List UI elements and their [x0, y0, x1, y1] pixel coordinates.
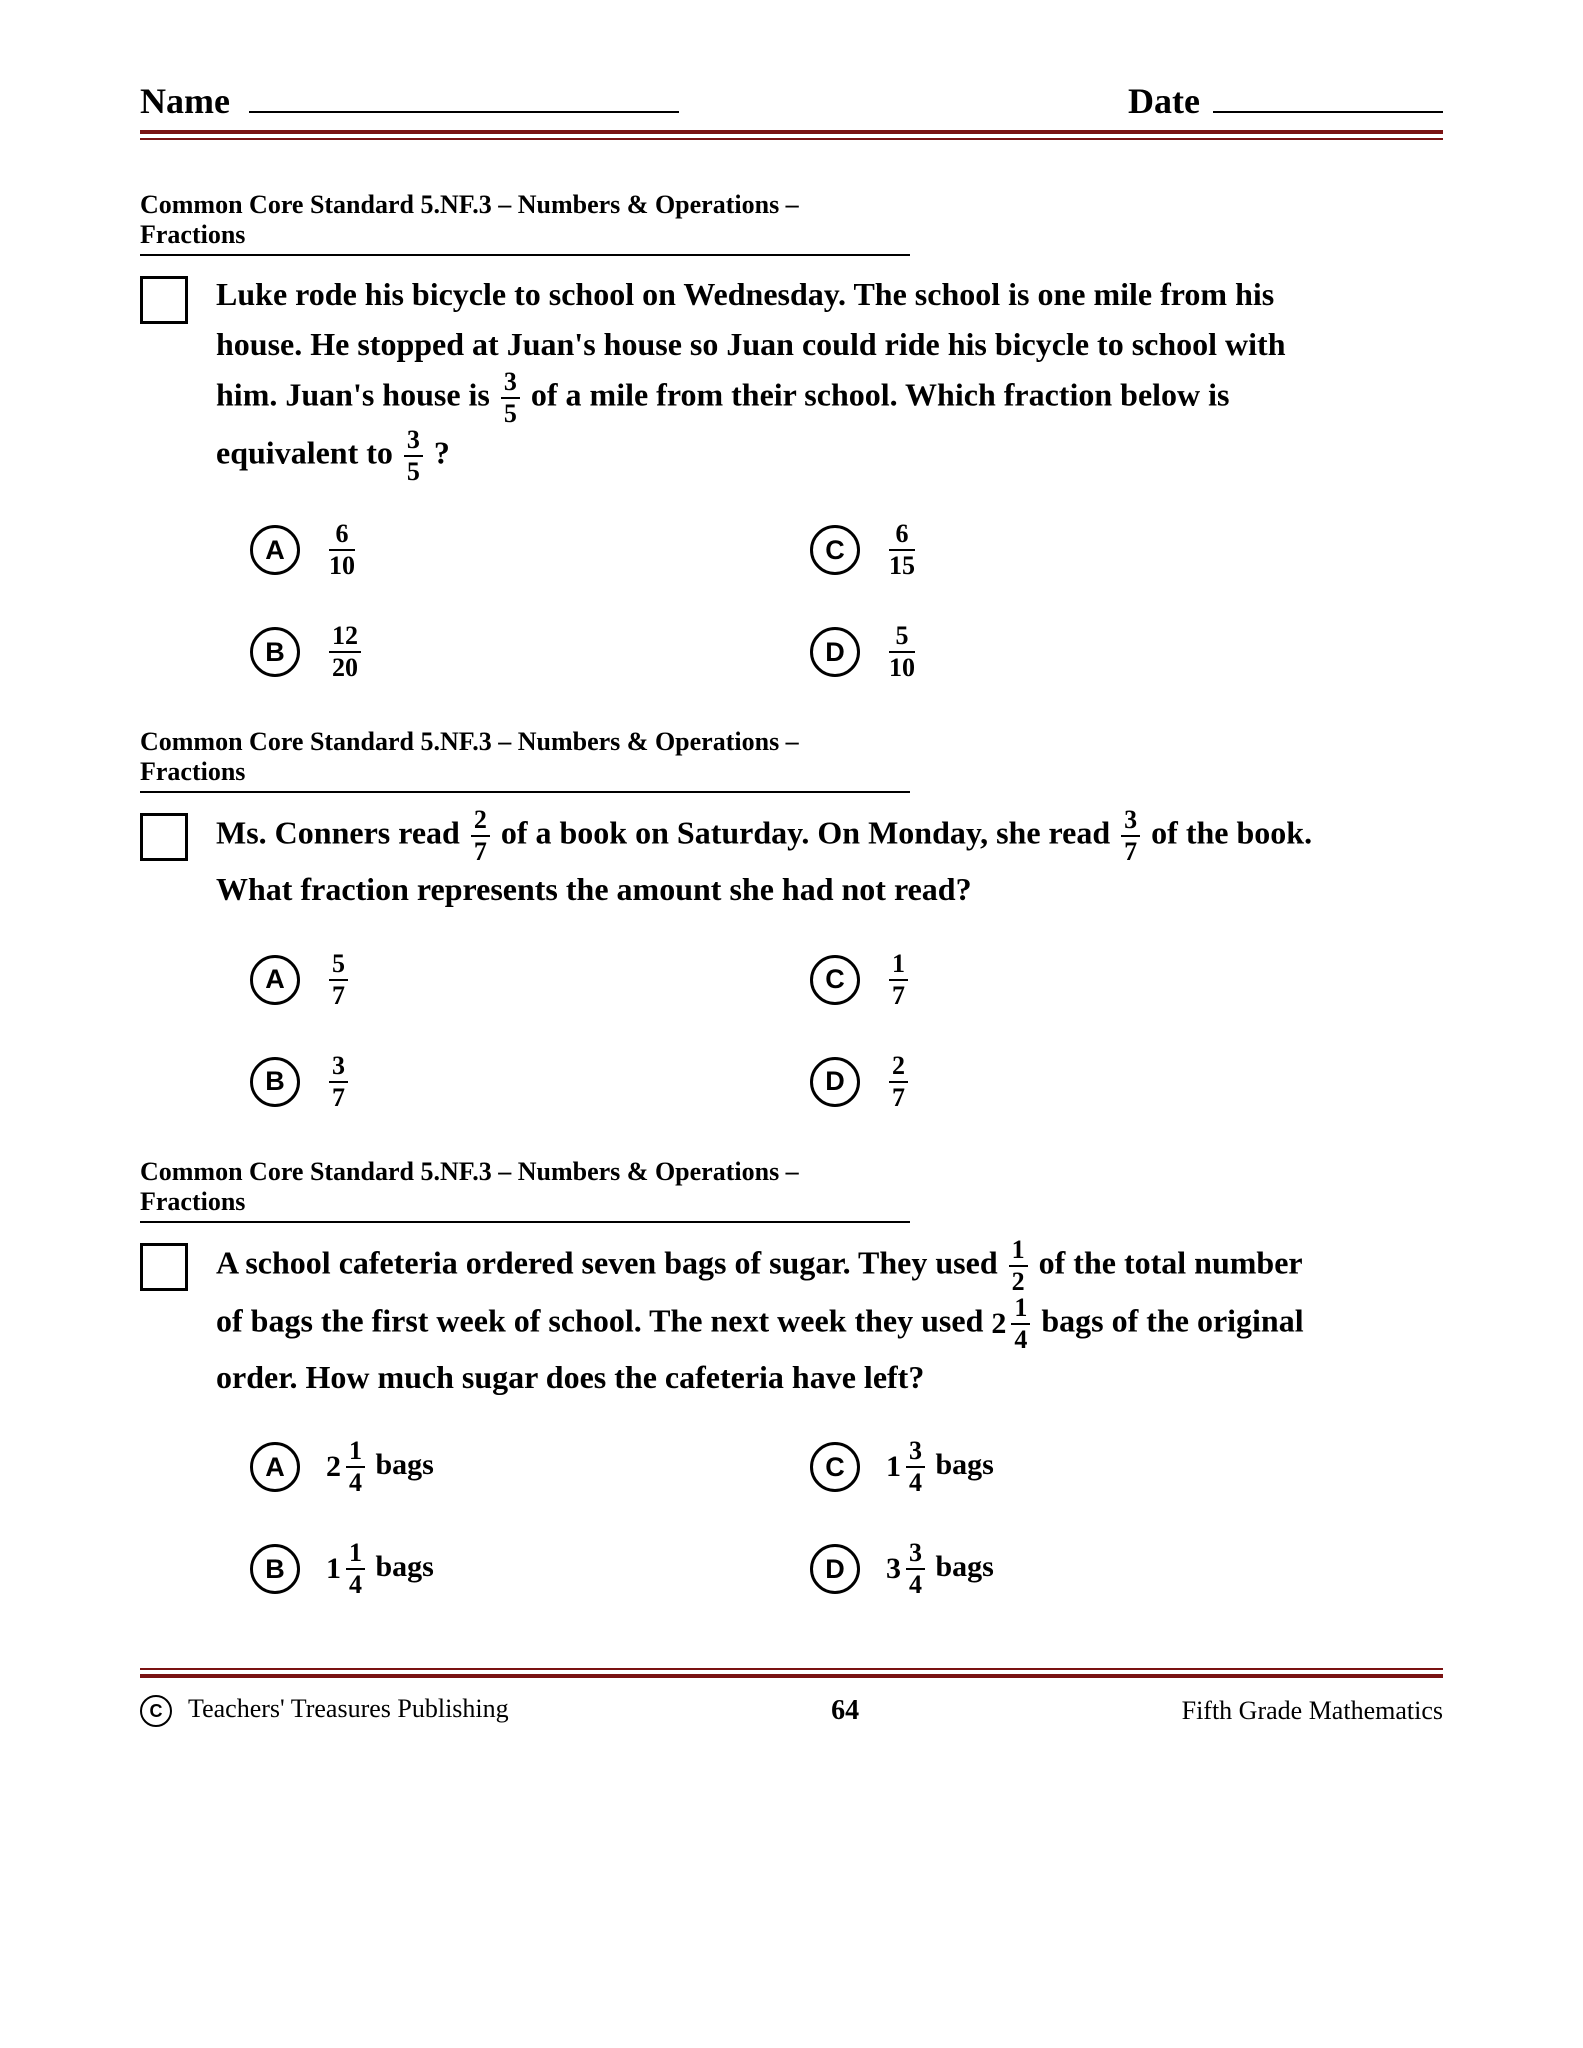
answer-3D[interactable]: D 334 bags [810, 1540, 1370, 1598]
bags-label: bags [936, 1448, 994, 1481]
footer-row: C Teachers' Treasures Publishing 64 Fift… [140, 1694, 1443, 1727]
page-number: 64 [831, 1695, 859, 1727]
letter-B: B [250, 1057, 300, 1107]
question-2-text: Ms. Conners read 27 of a book on Saturda… [216, 807, 1316, 915]
answer-2B[interactable]: B 37 [250, 1053, 810, 1111]
answer-1A[interactable]: A 610 [250, 521, 810, 579]
fraction: 35 [501, 369, 520, 427]
q2-text-2: of a book on Saturday. On Monday, she re… [501, 815, 1118, 851]
name-blank[interactable] [249, 111, 679, 113]
name-field: Name [140, 80, 679, 122]
fraction: 14 [346, 1438, 365, 1496]
footer-right: Fifth Grade Mathematics [1182, 1696, 1443, 1726]
fraction: 17 [889, 951, 908, 1009]
q1-text-3: ? [434, 435, 450, 471]
mixed-number: 114 [326, 1540, 368, 1598]
checkbox-1[interactable] [140, 276, 188, 324]
answers-1: A 610 C 615 B 1220 D 510 [250, 521, 1443, 681]
answers-3: A 214 bags C 134 bags B 114 bags [250, 1438, 1443, 1598]
question-1-text: Luke rode his bicycle to school on Wedne… [216, 270, 1316, 485]
footer-divider [140, 1668, 1443, 1678]
name-label: Name [140, 81, 230, 121]
letter-A: A [250, 525, 300, 575]
letter-B: B [250, 627, 300, 677]
copyright-icon: C [140, 1695, 172, 1727]
answer-1C[interactable]: C 615 [810, 521, 1370, 579]
answer-1D[interactable]: D 510 [810, 623, 1370, 681]
standard-heading-1: Common Core Standard 5.NF.3 – Numbers & … [140, 190, 910, 256]
fraction: 610 [329, 521, 355, 579]
worksheet-page: Name Date Common Core Standard 5.NF.3 – … [0, 0, 1583, 2048]
answer-3A[interactable]: A 214 bags [250, 1438, 810, 1496]
publisher-name: Teachers' Treasures Publishing [188, 1694, 509, 1723]
fraction: 14 [1011, 1295, 1030, 1353]
fraction: 615 [889, 521, 915, 579]
mixed-number: 214 [991, 1295, 1033, 1353]
date-label: Date [1128, 81, 1200, 121]
answer-2D[interactable]: D 27 [810, 1053, 1370, 1111]
answer-row: A 57 C 17 [250, 951, 1443, 1009]
letter-A: A [250, 1442, 300, 1492]
letter-A: A [250, 955, 300, 1005]
question-2: Ms. Conners read 27 of a book on Saturda… [140, 807, 1443, 915]
date-blank[interactable] [1213, 111, 1443, 113]
answer-row: A 610 C 615 [250, 521, 1443, 579]
fraction: 14 [346, 1540, 365, 1598]
answer-3C[interactable]: C 134 bags [810, 1438, 1370, 1496]
letter-D: D [810, 627, 860, 677]
q2-text-1: Ms. Conners read [216, 815, 468, 851]
fraction: 35 [404, 427, 423, 485]
bags-label: bags [376, 1448, 434, 1481]
answer-1B[interactable]: B 1220 [250, 623, 810, 681]
fraction: 27 [889, 1053, 908, 1111]
answer-2A[interactable]: A 57 [250, 951, 810, 1009]
bags-label: bags [376, 1550, 434, 1583]
fraction: 37 [1121, 807, 1140, 865]
fraction: 12 [1009, 1237, 1028, 1295]
fraction: 34 [906, 1540, 925, 1598]
checkbox-2[interactable] [140, 813, 188, 861]
mixed-number: 214 [326, 1438, 368, 1496]
answers-2: A 57 C 17 B 37 D 27 [250, 951, 1443, 1111]
letter-D: D [810, 1057, 860, 1107]
footer-left: C Teachers' Treasures Publishing [140, 1694, 509, 1727]
fraction: 1220 [329, 623, 361, 681]
letter-C: C [810, 1442, 860, 1492]
bags-label: bags [936, 1550, 994, 1583]
fraction: 510 [889, 623, 915, 681]
header-divider [140, 130, 1443, 140]
date-field: Date [1128, 80, 1443, 122]
question-1: Luke rode his bicycle to school on Wedne… [140, 270, 1443, 485]
answer-3B[interactable]: B 114 bags [250, 1540, 810, 1598]
letter-C: C [810, 525, 860, 575]
answer-row: B 37 D 27 [250, 1053, 1443, 1111]
fraction: 34 [906, 1438, 925, 1496]
q3-text-1: A school cafeteria ordered seven bags of… [216, 1244, 1006, 1280]
question-3: A school cafeteria ordered seven bags of… [140, 1237, 1443, 1403]
header-row: Name Date [140, 80, 1443, 122]
mixed-number: 334 [886, 1540, 928, 1598]
answer-2C[interactable]: C 17 [810, 951, 1370, 1009]
answer-row: B 114 bags D 334 bags [250, 1540, 1443, 1598]
checkbox-3[interactable] [140, 1243, 188, 1291]
letter-B: B [250, 1544, 300, 1594]
fraction: 57 [329, 951, 348, 1009]
question-3-text: A school cafeteria ordered seven bags of… [216, 1237, 1316, 1403]
standard-heading-2: Common Core Standard 5.NF.3 – Numbers & … [140, 727, 910, 793]
answer-row: A 214 bags C 134 bags [250, 1438, 1443, 1496]
fraction: 37 [329, 1053, 348, 1111]
letter-C: C [810, 955, 860, 1005]
letter-D: D [810, 1544, 860, 1594]
mixed-number: 134 [886, 1438, 928, 1496]
answer-row: B 1220 D 510 [250, 623, 1443, 681]
fraction: 27 [471, 807, 490, 865]
standard-heading-3: Common Core Standard 5.NF.3 – Numbers & … [140, 1157, 910, 1223]
